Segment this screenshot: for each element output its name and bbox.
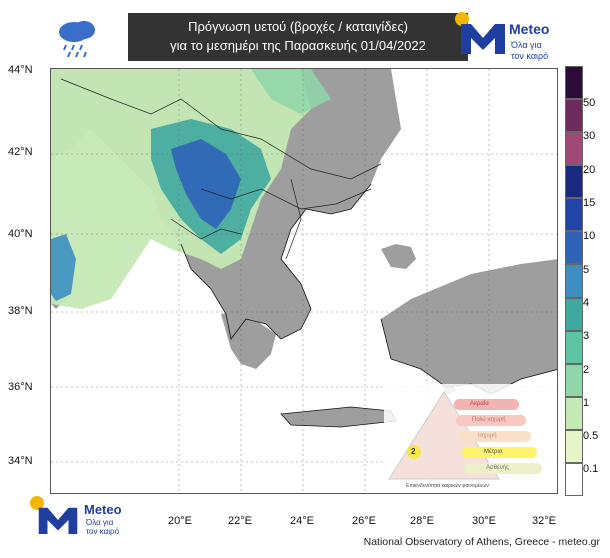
header: Πρόγνωση υετού (βροχές / καταιγίδες) για…	[50, 10, 560, 65]
logo-tagline-2: τον καιρό	[511, 51, 549, 61]
hazard-pyramid-icon	[388, 391, 542, 480]
colorbar-cell	[565, 363, 583, 397]
meteo-m-icon	[38, 507, 78, 534]
lon-label-24: 24°E	[290, 515, 314, 527]
colorbar-label-30: 30	[583, 130, 596, 142]
hazard-level-1: Ακραία	[470, 401, 489, 407]
meteo-logo-top: Meteo Όλα για τον καιρό	[455, 12, 560, 64]
rain-heavy-west	[51, 234, 76, 301]
hazard-level-2: Πολύ ισχυρή	[472, 417, 506, 423]
colorbar-label-10: 10	[583, 230, 596, 242]
colorbar-cell	[565, 198, 583, 232]
lat-label-40: 40°N	[8, 228, 33, 240]
meteo-m-icon	[461, 24, 505, 54]
colorbar-label-5: 5	[583, 264, 590, 276]
lon-label-22: 22°E	[228, 515, 252, 527]
crete	[281, 407, 396, 427]
colorbar-cell	[565, 297, 583, 331]
lat-label-36: 36°N	[8, 381, 33, 393]
logo-tagline-1: Όλα για	[86, 518, 114, 527]
title-line-1: Πρόγνωση υετού (βροχές / καταιγίδες)	[188, 19, 408, 34]
colorbar-cell	[565, 165, 583, 199]
colorbar-cell	[565, 132, 583, 166]
peloponnese	[221, 309, 276, 369]
lat-label-42: 42°N	[8, 146, 33, 158]
anatomy-coast	[381, 244, 416, 269]
map-canvas	[51, 69, 557, 493]
rain-heavy-area	[171, 139, 241, 229]
lat-label-38: 38°N	[8, 305, 33, 317]
colorbar-cell	[565, 264, 583, 298]
colorbar-label-0-1: 0.1	[583, 463, 599, 475]
logo-brand: Meteo	[84, 502, 122, 517]
colorbar-cell	[565, 66, 583, 100]
colorbar-label-20: 20	[583, 164, 596, 176]
logo-tagline-1: Όλα για	[511, 40, 542, 50]
colorbar-label-0-5: 0.5	[583, 430, 599, 442]
colorbar-label-4: 4	[583, 297, 590, 309]
lat-label-44: 44°N	[8, 64, 33, 76]
hazard-level-5: Ασθενής	[486, 465, 509, 471]
sun-icon	[455, 12, 469, 26]
colorbar-cell	[565, 231, 583, 265]
precipitation-colorbar	[565, 66, 583, 496]
footer-credit: National Observatory of Athens, Greece -…	[363, 536, 600, 548]
colorbar-cell	[565, 429, 583, 463]
sun-icon	[30, 496, 44, 510]
colorbar-label-15: 15	[583, 197, 596, 209]
logo-tagline-2: τον καιρό	[86, 527, 120, 536]
title-line-2: για το μεσημέρι της Παρασκευής 01/04/202…	[170, 38, 426, 53]
colorbar-label-2: 2	[583, 364, 590, 376]
rain-light-north	[251, 69, 331, 114]
land-mass	[51, 69, 557, 394]
hazard-legend: Ακραία Πολύ ισχυρή Ισχυρή Μέτρια Ασθενής…	[384, 384, 557, 493]
colorbar-cell	[565, 462, 583, 496]
colorbar-cell	[565, 99, 583, 133]
lat-label-34: 34°N	[8, 455, 33, 467]
hazard-level-3: Ισχυρή	[478, 433, 497, 439]
colorbar-label-50: 50	[583, 97, 596, 109]
lon-label-20: 20°E	[168, 515, 192, 527]
lon-label-28: 28°E	[410, 515, 434, 527]
lon-label-26: 26°E	[352, 515, 376, 527]
logo-brand: Meteo	[509, 21, 550, 37]
hazard-level-4: Μέτρια	[484, 449, 503, 455]
hazard-current-level: 2	[411, 447, 416, 456]
meteo-logo-bottom: Meteo Όλα για τον καιρό	[30, 496, 135, 536]
colorbar-label-3: 3	[583, 330, 590, 342]
rain-cloud-icon	[52, 12, 102, 62]
precipitation-map: Ακραία Πολύ ισχυρή Ισχυρή Μέτρια Ασθενής…	[50, 68, 558, 494]
lon-label-32: 32°E	[532, 515, 556, 527]
map-title: Πρόγνωση υετού (βροχές / καταιγίδες) για…	[128, 13, 468, 61]
colorbar-label-1: 1	[583, 397, 590, 409]
colorbar-cell	[565, 396, 583, 430]
hazard-caption: Επικινδυνότητα καιρικών φαινομένων	[406, 483, 489, 489]
colorbar-cell	[565, 330, 583, 364]
lon-label-30: 30°E	[472, 515, 496, 527]
